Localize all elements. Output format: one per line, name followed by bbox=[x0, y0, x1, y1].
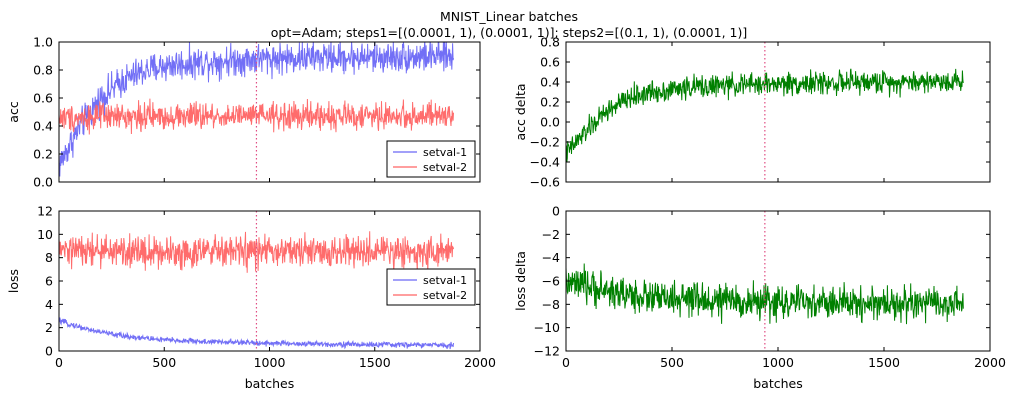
y-tick-label: 0.8 bbox=[33, 63, 53, 78]
y-axis-label: acc bbox=[6, 101, 21, 123]
y-tick-label: 0.6 bbox=[33, 91, 53, 106]
legend-label: setval-2 bbox=[423, 161, 467, 174]
axes-frame bbox=[565, 210, 991, 352]
x-tick-label: 1500 bbox=[359, 355, 391, 370]
y-tick-label: −6 bbox=[542, 274, 560, 289]
y-tick-label: −0.4 bbox=[530, 155, 560, 170]
y-tick-label: −2 bbox=[542, 227, 560, 242]
y-tick-label: −4 bbox=[542, 250, 560, 265]
legend: setval-1 setval-2 bbox=[386, 268, 476, 306]
y-tick-label: 0.4 bbox=[33, 119, 53, 134]
x-axis-label: batches bbox=[753, 376, 803, 391]
y-tick-label: 2 bbox=[45, 320, 53, 335]
y-tick-label: 10 bbox=[37, 227, 53, 242]
y-axis-label: loss delta bbox=[513, 251, 528, 311]
legend-label: setval-1 bbox=[423, 274, 467, 287]
series-line-lossdelta bbox=[566, 263, 964, 325]
y-axis-label: loss bbox=[6, 269, 21, 293]
y-tick-label: 0.8 bbox=[540, 35, 560, 50]
y-tick-label: 0.2 bbox=[540, 95, 560, 110]
x-tick-label: 2000 bbox=[464, 355, 496, 370]
x-tick-label: 1000 bbox=[254, 355, 286, 370]
x-tick-label: 1500 bbox=[868, 355, 900, 370]
legend: setval-1 setval-2 bbox=[386, 140, 476, 178]
series-line-accdelta bbox=[566, 68, 964, 163]
series-line-setval-1 bbox=[59, 317, 454, 350]
x-tick-label: 2000 bbox=[974, 355, 1006, 370]
y-tick-label: 1.0 bbox=[33, 35, 53, 50]
legend-label: setval-2 bbox=[423, 289, 467, 302]
y-tick-label: 0.2 bbox=[33, 147, 53, 162]
y-tick-label: −8 bbox=[542, 297, 560, 312]
y-tick-label: 0.6 bbox=[540, 55, 560, 70]
y-tick-label: 0 bbox=[552, 204, 560, 219]
x-tick-label: 0 bbox=[562, 355, 570, 370]
y-tick-label: −10 bbox=[534, 320, 560, 335]
y-tick-label: −12 bbox=[534, 344, 560, 359]
panel-acc: 0.0 0.2 0.4 0.6 0.8 1.0 acc setval-1 setval-2 bbox=[6, 35, 481, 190]
y-tick-label: 0.4 bbox=[540, 75, 560, 90]
legend-box bbox=[386, 268, 476, 306]
panel-lossdelta: 0 500 1000 1500 2000 −12 −10 −8 −6 −4 −2 0 loss delt… bbox=[513, 204, 1006, 392]
x-tick-label: 500 bbox=[660, 355, 684, 370]
panel-loss: 0 500 1000 1500 2000 0 2 4 6 8 10 12 loss batches setv… bbox=[6, 204, 496, 392]
series-line-setval-2 bbox=[59, 98, 454, 135]
x-tick-label: 500 bbox=[152, 355, 176, 370]
y-tick-label: 4 bbox=[45, 297, 53, 312]
y-tick-label: 0 bbox=[45, 344, 53, 359]
panel-accdelta: −0.6 −0.4 −0.2 0.0 0.2 0.4 0.6 0.8 acc delta bbox=[513, 35, 991, 190]
x-axis-label: batches bbox=[245, 376, 295, 391]
x-tick-label: 0 bbox=[55, 355, 63, 370]
y-tick-label: 0.0 bbox=[33, 175, 53, 190]
y-tick-label: 8 bbox=[45, 250, 53, 265]
figure-title-line1: MNIST_Linear batches bbox=[440, 9, 578, 24]
legend-label: setval-1 bbox=[423, 146, 467, 159]
y-tick-label: 12 bbox=[37, 204, 53, 219]
y-tick-label: −0.2 bbox=[530, 135, 560, 150]
y-tick-label: 6 bbox=[45, 274, 53, 289]
figure-title-line2: opt=Adam; steps1=[(0.0001, 1), (0.0001, … bbox=[271, 25, 748, 40]
y-axis-label: acc delta bbox=[513, 83, 528, 140]
legend-box bbox=[386, 140, 476, 178]
y-tick-label: −0.6 bbox=[530, 175, 560, 190]
x-tick-label: 1000 bbox=[762, 355, 794, 370]
axes-frame bbox=[565, 41, 991, 183]
y-tick-label: 0.0 bbox=[540, 115, 560, 130]
